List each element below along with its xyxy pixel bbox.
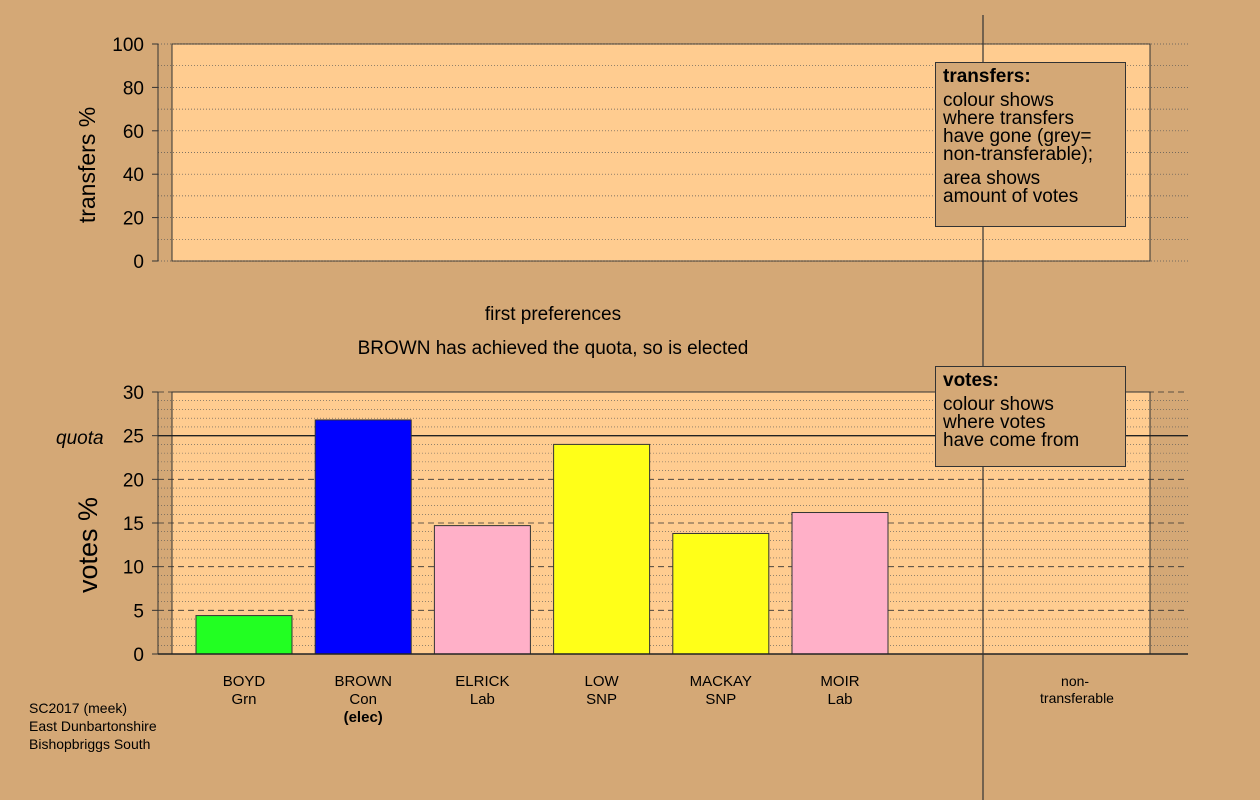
x-tick-label-name: ELRICK xyxy=(455,673,509,690)
votes-legend-line: have come from xyxy=(943,430,1080,451)
chart-subtitle: BROWN has achieved the quota, so is elec… xyxy=(358,338,749,359)
transfers-legend-line: area shows xyxy=(943,168,1041,189)
nontransferable-label: non- transferable xyxy=(1040,673,1114,706)
transfers-legend-line: have gone (grey= xyxy=(943,126,1092,147)
transfers-legend-line: colour shows xyxy=(943,90,1054,111)
footer-line: SC2017 (meek) xyxy=(29,700,128,716)
bar-mackay xyxy=(672,532,770,655)
votes-y-tick-label: 10 xyxy=(123,558,144,579)
transfers-legend-line: where transfers xyxy=(943,108,1074,129)
bottom-y-axis-label: votes % xyxy=(73,497,103,593)
transfers-legend-line: non-transferable); xyxy=(943,144,1093,165)
footer-line: East Dunbartonshire xyxy=(29,718,157,734)
x-tick-label-party: SNP xyxy=(705,691,736,708)
x-tick-label-party: Con xyxy=(349,691,377,708)
transfers-y-tick-label: 60 xyxy=(123,122,144,143)
x-tick-label-party: Grn xyxy=(231,691,256,708)
votes-legend-line: colour shows xyxy=(943,394,1054,415)
x-tick-label-party: Lab xyxy=(470,691,495,708)
bar-moir xyxy=(791,512,889,655)
votes-legend-line: where votes xyxy=(943,412,1046,433)
votes-legend-title: votes: xyxy=(943,370,999,391)
footer-caption: SC2017 (meek) East Dunbartonshire Bishop… xyxy=(29,699,157,753)
bar-low xyxy=(553,443,651,655)
transfers-legend: transfers: colour shows where transfers … xyxy=(935,62,1126,227)
transfers-y-tick-label: 80 xyxy=(123,78,144,99)
footer-line: Bishopbriggs South xyxy=(29,736,151,752)
votes-legend: votes: colour shows where votes have com… xyxy=(935,366,1126,467)
transfers-y-tick-label: 0 xyxy=(133,252,144,273)
votes-y-tick-label: 20 xyxy=(123,470,144,491)
quota-label: quota xyxy=(56,428,104,449)
transfers-legend-title: transfers: xyxy=(943,66,1031,87)
votes-y-tick-label: 0 xyxy=(133,645,144,666)
top-y-axis-label: transfers % xyxy=(74,107,100,223)
bar-brown xyxy=(314,419,412,655)
votes-y-tick-label: 25 xyxy=(123,427,144,448)
x-tick-label-name: BROWN xyxy=(334,673,392,690)
transfers-y-tick-label: 40 xyxy=(123,165,144,186)
elected-note: (elec) xyxy=(344,709,383,726)
x-tick-label-name: BOYD xyxy=(223,673,266,690)
x-tick-label-name: MACKAY xyxy=(690,673,752,690)
votes-y-tick-label: 30 xyxy=(123,383,144,404)
votes-y-tick-label: 5 xyxy=(133,601,144,622)
x-tick-label-party: SNP xyxy=(586,691,617,708)
bar-boyd xyxy=(195,615,293,655)
bar-elrick xyxy=(433,525,531,655)
votes-y-tick-label: 15 xyxy=(123,514,144,535)
x-tick-label-party: Lab xyxy=(827,691,852,708)
transfers-y-tick-label: 100 xyxy=(112,35,144,56)
x-tick-label-name: MOIR xyxy=(820,673,859,690)
transfers-legend-line: amount of votes xyxy=(943,186,1079,207)
chart-title: first preferences xyxy=(485,304,621,325)
x-tick-label-name: LOW xyxy=(585,673,620,690)
transfers-y-tick-label: 20 xyxy=(123,209,144,230)
